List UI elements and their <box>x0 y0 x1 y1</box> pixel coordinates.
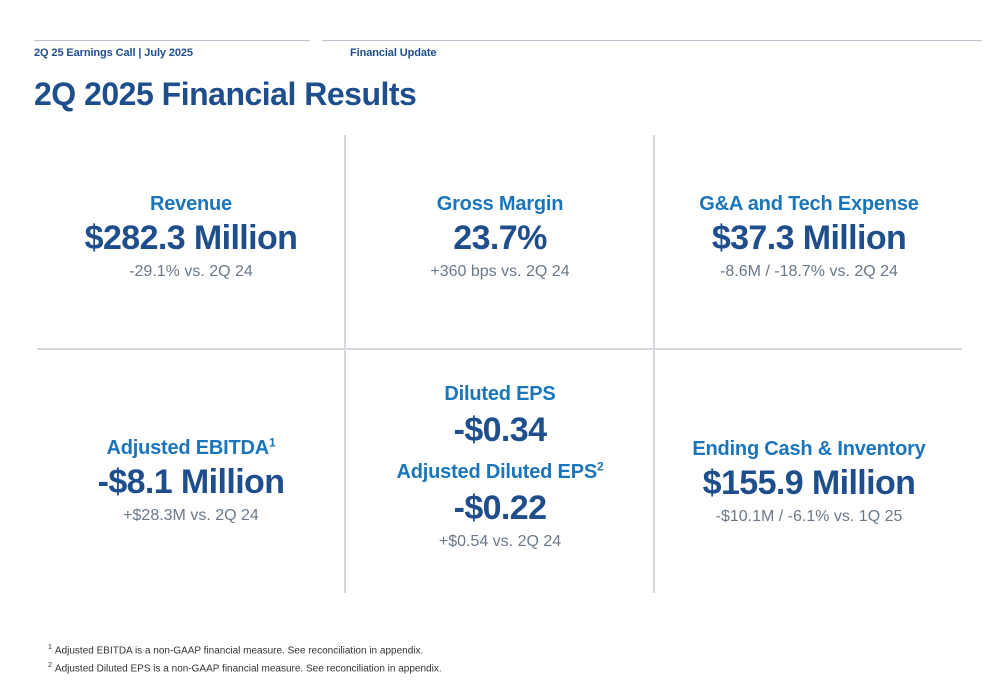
metric-comparison: -8.6M / -18.7% vs. 2Q 24 <box>720 263 898 280</box>
footnotes: 1 Adjusted EBITDA is a non-GAAP financial… <box>48 640 442 677</box>
metric-ending-cash-inventory: Ending Cash & Inventory $155.9 Million -… <box>654 437 964 527</box>
metric-value: $37.3 Million <box>711 219 907 257</box>
metric-label: Adjusted Diluted EPS2 <box>345 460 655 484</box>
metric-comparison: +360 bps vs. 2Q 24 <box>430 263 570 280</box>
metric-comparison: +$0.54 vs. 2Q 24 <box>438 533 562 550</box>
metric-value: $155.9 Million <box>702 464 916 502</box>
footnote-ref: 1 <box>269 435 276 450</box>
header-section-label: Financial Update <box>350 47 437 59</box>
footnote-ref: 2 <box>596 459 604 474</box>
grid-divider-vertical-1 <box>344 135 346 593</box>
metric-comparison: +$28.3M vs. 2Q 24 <box>123 507 259 524</box>
metric-value: $282.3 Million <box>84 219 298 257</box>
header-rule-right <box>322 40 982 41</box>
header-event-label: 2Q 25 Earnings Call | July 2025 <box>34 47 193 59</box>
metric-label: G&A and Tech Expense <box>699 193 919 215</box>
grid-divider-vertical-2 <box>653 135 655 593</box>
metric-value: -$0.22 <box>453 489 547 527</box>
metric-label: Adjusted EBITDA1 <box>36 436 346 460</box>
metric-label-text: Adjusted EBITDA <box>106 437 270 459</box>
footnote-1: 1 Adjusted EBITDA is a non-GAAP financial… <box>48 640 442 658</box>
grid-divider-horizontal <box>37 348 962 350</box>
metric-adjusted-ebitda: Adjusted EBITDA1 -$8.1 Million +$28.3M v… <box>36 436 346 526</box>
page-title: 2Q 2025 Financial Results <box>34 76 417 112</box>
metric-label: Revenue <box>150 193 232 215</box>
footnote-2: 2 Adjusted Diluted EPS is a non-GAAP fina… <box>48 658 442 676</box>
footnote-number: 1 <box>48 644 52 651</box>
metric-label: Ending Cash & Inventory <box>692 438 926 460</box>
footnote-text: Adjusted Diluted EPS is a non-GAAP finan… <box>54 663 442 675</box>
metric-label: Gross Margin <box>436 193 564 215</box>
header-rule-left <box>34 40 310 41</box>
metric-comparison: -29.1% vs. 2Q 24 <box>129 263 253 280</box>
footnote-text: Adjusted EBITDA is a non-GAAP financial … <box>54 645 424 657</box>
metric-comparison: -$10.1M / -6.1% vs. 1Q 25 <box>715 508 903 525</box>
metric-value: 23.7% <box>453 219 547 257</box>
metric-ga-tech-expense: G&A and Tech Expense $37.3 Million -8.6M… <box>654 192 964 282</box>
metric-revenue: Revenue $282.3 Million -29.1% vs. 2Q 24 <box>36 192 346 282</box>
metric-gross-margin: Gross Margin 23.7% +360 bps vs. 2Q 24 <box>345 192 655 282</box>
metric-label: Diluted EPS <box>444 383 556 405</box>
metric-value: -$8.1 Million <box>97 463 285 501</box>
metric-eps: Diluted EPS -$0.34 Adjusted Diluted EPS2… <box>345 382 655 552</box>
metric-label-text: Adjusted Diluted EPS <box>396 461 598 483</box>
metric-value: -$0.34 <box>453 411 547 449</box>
footnote-number: 2 <box>48 662 52 670</box>
